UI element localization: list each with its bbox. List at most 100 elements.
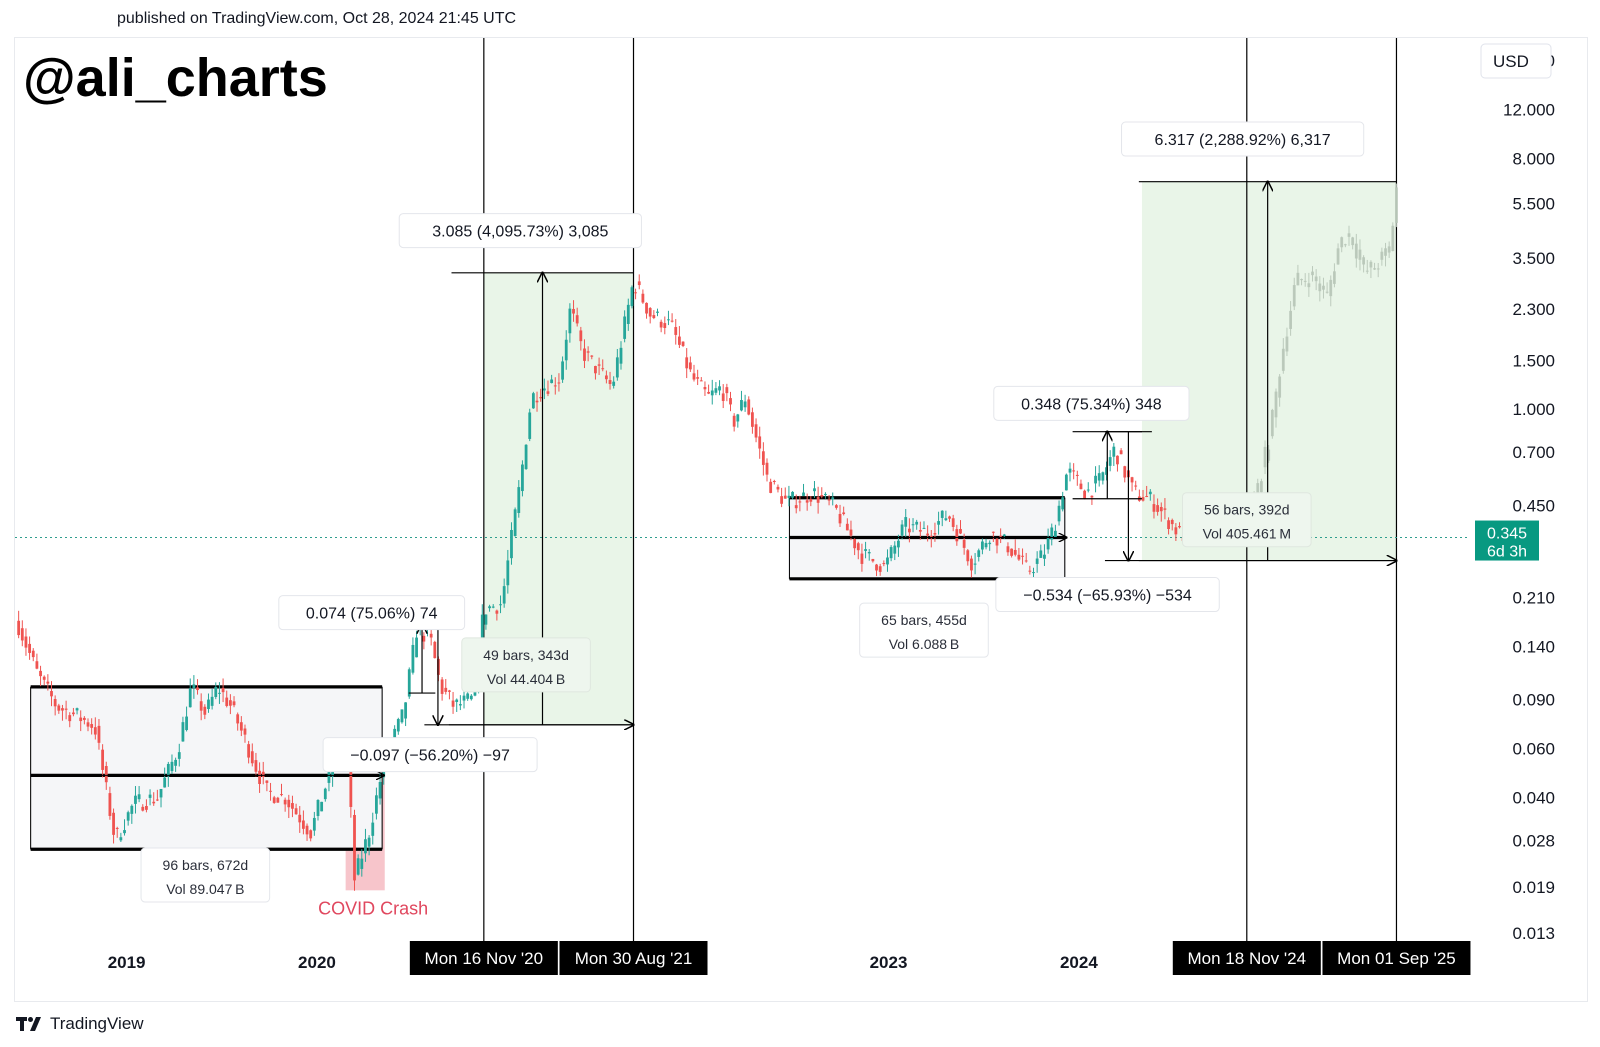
price-candle-267 <box>988 542 992 545</box>
price-candle-255 <box>944 518 948 521</box>
price-candle-134 <box>502 586 506 604</box>
price-candle-201 <box>747 399 751 415</box>
price-candle-178 <box>663 323 667 328</box>
price-candle-183 <box>681 341 685 346</box>
price-candle-218 <box>809 499 813 502</box>
projection-candle-8 <box>1263 446 1267 468</box>
price-candle-313 <box>1156 505 1160 512</box>
price-candle-20 <box>86 722 90 727</box>
price-candle-252 <box>933 533 937 535</box>
price-candle-77 <box>294 808 298 815</box>
projection-candle-22 <box>1314 276 1318 282</box>
price-candle-265 <box>980 541 984 550</box>
price-candle-237 <box>878 566 882 572</box>
projection-candle-33 <box>1354 243 1358 259</box>
price-candle-247 <box>915 521 919 525</box>
price-candle-148 <box>553 385 557 387</box>
price-candle-76 <box>291 803 294 809</box>
price-candle-18 <box>79 717 83 722</box>
price-candle-185 <box>688 362 692 370</box>
currency-button-label: USD <box>1493 52 1529 71</box>
price-candle-81 <box>309 830 313 839</box>
price-candle-154 <box>575 315 579 324</box>
price-candle-221 <box>820 495 824 497</box>
price-candle-30 <box>123 830 126 834</box>
projection-candle-23 <box>1318 283 1322 292</box>
projection-candle-37 <box>1369 261 1373 268</box>
price-candle-61 <box>236 714 240 724</box>
tradingview-brand[interactable]: TradingView <box>16 1014 144 1034</box>
price-candle-40 <box>159 788 163 798</box>
projection-candle-6 <box>1256 483 1260 502</box>
info-rally-1-box <box>461 637 591 693</box>
price-candle-4 <box>28 643 32 653</box>
price-candle-51 <box>199 701 203 711</box>
price-candle-270 <box>999 535 1003 537</box>
price-candle-194 <box>721 393 725 401</box>
price-candle-41 <box>163 777 167 788</box>
y-tick-label: 0.090 <box>1512 691 1555 710</box>
price-candle-12 <box>57 705 61 711</box>
date-badge-4 <box>1322 941 1471 975</box>
m-rally-2021-label: 3.085 (4,095.73%) 3,085 <box>432 224 608 241</box>
price-candle-207 <box>769 481 773 493</box>
price-candle-53 <box>207 699 210 710</box>
price-candle-97 <box>367 837 371 847</box>
price-candle-63 <box>243 728 247 735</box>
price-candle-278 <box>1028 570 1032 572</box>
price-candle-164 <box>612 381 616 386</box>
price-candle-256 <box>948 516 951 519</box>
price-candle-254 <box>940 510 944 518</box>
projection-candle-30 <box>1343 244 1347 246</box>
price-candle-31 <box>126 812 130 821</box>
price-candle-269 <box>995 538 999 546</box>
price-candle-273 <box>1010 548 1013 556</box>
price-candle-295 <box>1090 495 1094 498</box>
price-candle-314 <box>1159 506 1163 512</box>
price-candle-292 <box>1079 483 1083 490</box>
projection-candle-32 <box>1351 237 1355 246</box>
info-range-2-box <box>859 602 989 658</box>
price-candles-layer <box>17 183 1398 891</box>
price-candle-180 <box>670 320 674 322</box>
price-candle-186 <box>692 373 696 380</box>
price-candle-282 <box>1043 554 1046 559</box>
price-candle-131 <box>491 606 495 608</box>
price-candle-37 <box>148 794 152 798</box>
price-candle-42 <box>166 763 170 777</box>
x-tick-label: 2020 <box>298 953 336 972</box>
price-candle-317 <box>1170 519 1174 525</box>
price-candle-271 <box>1002 534 1006 537</box>
price-candle-219 <box>813 488 816 492</box>
price-candle-261 <box>966 550 970 562</box>
price-chart[interactable]: COVID Crash 0.074 (75.06%) 74 −0.097 (−56.… <box>15 38 1587 1001</box>
price-candle-115 <box>433 641 437 659</box>
info-rally-2-line2: Vol 405.461 M <box>1203 526 1291 542</box>
price-candle-118 <box>444 687 448 692</box>
price-candle-190 <box>707 391 711 394</box>
price-candle-145 <box>542 388 546 391</box>
price-candle-319 <box>1178 526 1181 528</box>
price-candle-230 <box>853 539 857 549</box>
m-bull-2024-label-box <box>993 385 1190 421</box>
price-candle-172 <box>641 293 645 303</box>
price-candle-189 <box>703 387 707 390</box>
price-candle-301 <box>1112 446 1116 457</box>
y-tick-label: 3.500 <box>1512 249 1555 268</box>
price-candle-196 <box>729 398 732 405</box>
price-candle-246 <box>911 524 915 526</box>
price-candle-50 <box>196 687 199 691</box>
price-candle-146 <box>546 391 550 394</box>
price-candle-280 <box>1035 558 1039 564</box>
price-candle-24 <box>101 749 105 770</box>
price-candle-209 <box>776 486 780 490</box>
projection-candle-7 <box>1259 481 1263 493</box>
currency-button[interactable]: USD <box>1480 43 1552 79</box>
price-candle-171 <box>637 281 641 286</box>
projection-candle-34 <box>1358 249 1362 260</box>
price-candle-153 <box>572 308 575 314</box>
price-candle-8 <box>42 676 46 680</box>
y-tick-label: 8.000 <box>1512 149 1555 168</box>
projection-candle-14 <box>1285 336 1289 352</box>
y-tick-label: 1.000 <box>1512 400 1555 419</box>
